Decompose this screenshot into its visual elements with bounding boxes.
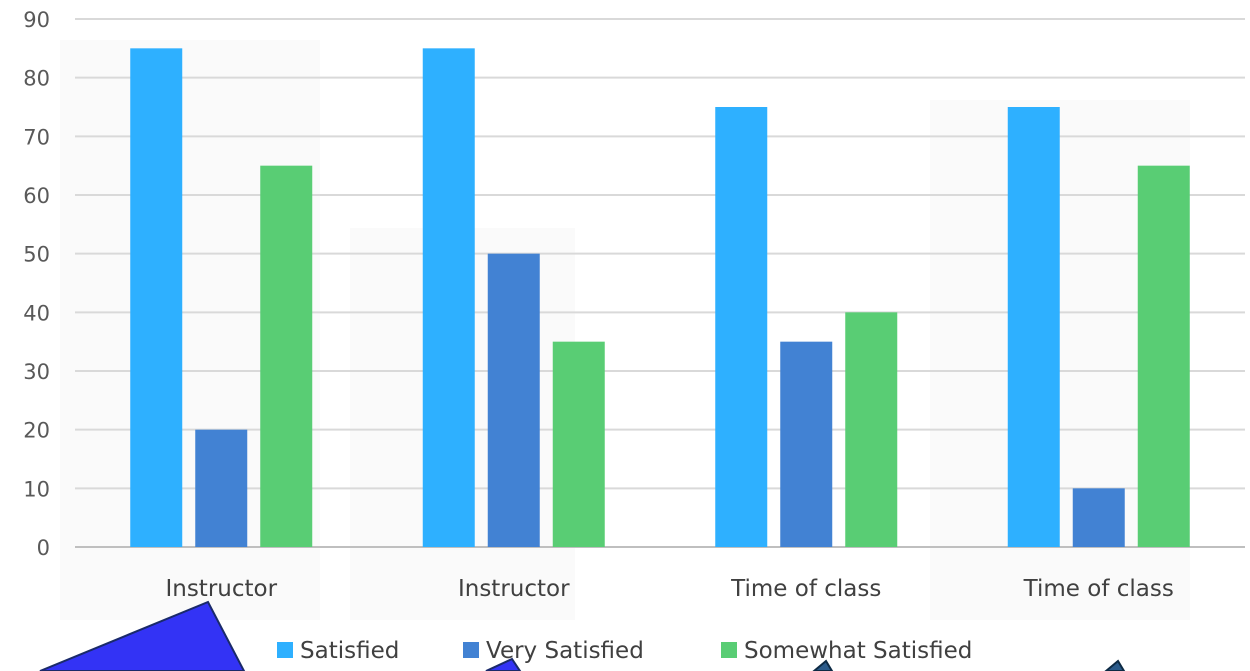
arrow-decorations bbox=[39, 600, 1126, 671]
arrow-tip-shape bbox=[812, 659, 834, 671]
bar bbox=[422, 48, 475, 547]
legend-swatch bbox=[277, 642, 293, 658]
bar bbox=[1137, 165, 1190, 547]
y-tick-label: 70 bbox=[23, 125, 50, 149]
legend: Satisfied Very Satisfied Somewhat Satisfie… bbox=[277, 638, 972, 664]
blue-arrow-shape bbox=[485, 657, 522, 671]
legend-swatch bbox=[463, 642, 479, 658]
legend-swatch bbox=[721, 642, 737, 658]
bar bbox=[715, 107, 768, 547]
legend-label: Somewhat Satisfied bbox=[744, 638, 972, 664]
y-axis-ticks: 0 10 20 30 40 50 60 70 80 90 bbox=[23, 8, 50, 560]
x-tick-label: Time of class bbox=[730, 576, 881, 602]
y-tick-label: 40 bbox=[23, 301, 50, 325]
y-tick-label: 60 bbox=[23, 184, 50, 208]
bars bbox=[130, 48, 1190, 547]
bar bbox=[1007, 107, 1060, 547]
bar bbox=[845, 312, 898, 547]
arrow-tip-shape bbox=[1104, 659, 1126, 671]
legend-label: Satisfied bbox=[300, 638, 399, 664]
bar bbox=[1072, 488, 1125, 547]
y-tick-label: 10 bbox=[23, 477, 50, 501]
bar bbox=[195, 429, 248, 547]
bar bbox=[552, 341, 605, 547]
x-tick-label: Instructor bbox=[165, 576, 277, 602]
blue-arrow-shape bbox=[39, 600, 246, 671]
bar bbox=[130, 48, 183, 547]
y-tick-label: 0 bbox=[37, 536, 50, 560]
y-tick-label: 50 bbox=[23, 243, 50, 267]
bar bbox=[780, 341, 833, 547]
x-tick-label: Instructor bbox=[458, 576, 570, 602]
bar bbox=[260, 165, 313, 547]
x-axis-labels: Instructor Instructor Time of class Time of… bbox=[165, 576, 1173, 602]
y-tick-label: 20 bbox=[23, 419, 50, 443]
y-tick-label: 30 bbox=[23, 360, 50, 384]
y-tick-label: 90 bbox=[23, 8, 50, 32]
x-tick-label: Time of class bbox=[1023, 576, 1174, 602]
bar bbox=[487, 253, 540, 547]
y-tick-label: 80 bbox=[23, 67, 50, 91]
